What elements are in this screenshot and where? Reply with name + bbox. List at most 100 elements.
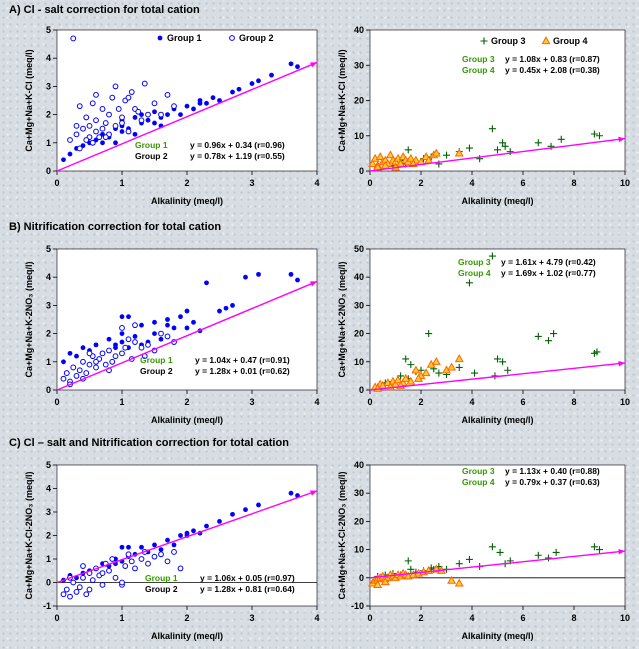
data-point [217,309,222,314]
data-point [129,559,134,564]
data-point [123,345,128,350]
equation-series-label: Group 2 [145,584,178,594]
x-tick-label: 4 [314,397,319,407]
x-tick-label: 4 [469,613,474,623]
data-point [74,123,79,128]
data-point [159,112,164,117]
x-tick-label: 2 [418,178,423,188]
y-tick-label: 30 [354,60,364,70]
data-point [68,594,73,599]
x-tick-label: 6 [520,613,525,623]
y-tick-label: 20 [354,96,364,106]
data-point [100,107,105,112]
x-tick-label: 10 [620,178,630,188]
x-tick-label: 2 [184,613,189,623]
data-point [198,101,203,106]
data-point [68,152,73,157]
x-tick-label: 1 [119,178,124,188]
y-tick-label: 4 [46,484,51,494]
data-point [120,545,125,550]
legend-label: Group 2 [239,33,274,43]
data-point [126,129,131,134]
equation-series-label: Group 3 [462,466,495,476]
y-tick-label: 30 [354,300,364,310]
data-point [81,126,86,131]
data-point [224,306,229,311]
y-tick-label: 0 [46,578,51,588]
x-tick-label: 4 [314,178,319,188]
data-point [133,132,138,137]
data-point [133,323,138,328]
data-point [90,101,95,106]
y-tick-label: 5 [46,460,51,470]
data-point [61,157,66,162]
x-tick-label: 8 [571,613,576,623]
data-point [87,351,92,356]
data-point [84,115,89,120]
y-tick-label: 2 [46,329,51,339]
data-point [87,587,92,592]
y-axis-label: Ca+Mg+Na+K-Cl (meq/l) [337,49,347,151]
data-point [61,376,66,381]
y-axis-label: Ca+Mg+Na+K-2NO₃ (meq/l) [24,262,34,378]
data-point [113,84,118,89]
y-axis-label: Ca+Mg+Na+K-Cl-2NO₃ (meq/l) [337,472,347,600]
data-point [133,334,138,339]
data-point [94,118,99,123]
data-point [152,109,157,114]
data-point [61,359,66,364]
equation-text: y = 1.04x + 0.47 (r=0.91) [195,355,290,365]
data-point [68,351,73,356]
data-point [107,112,112,117]
data-point [230,303,235,308]
data-point [139,345,144,350]
equation-series-label: Group 1 [135,140,168,150]
data-point [103,135,108,140]
data-point [146,118,151,123]
data-point [230,512,235,517]
data-point [123,564,128,569]
data-point [133,115,138,120]
equation-series-label: Group 1 [140,355,173,365]
equation-text: y = 0.79x + 0.37 (r=0.63) [505,477,600,487]
data-point [87,123,92,128]
data-point [178,314,183,319]
x-tick-label: 2 [418,613,423,623]
data-point [71,36,76,41]
y-axis-label: Ca+Mg+Na+K-Cl-2NO₃ (meq/l) [24,472,34,600]
data-point [256,78,261,83]
data-point [217,519,222,524]
data-point [191,528,196,533]
data-point [103,362,108,367]
equation-series-label: Group 2 [140,366,173,376]
data-point [256,272,261,277]
data-point [250,81,255,86]
data-point [90,578,95,583]
equation-text: y = 1.08x + 0.83 (r=0.87) [505,54,600,64]
data-point [185,104,190,109]
data-point [74,374,79,379]
x-axis-label: Alkalinity (meq/l) [461,415,533,425]
chart-A-right: 0 10 20 30 40 0 2 4 6 8 10 Alkalinity (meq/l) Ca+Mg+… [337,25,630,206]
y-tick-label: 3 [46,81,51,91]
data-point [295,64,300,69]
equation-series-label: Group 4 [462,477,495,487]
equation-text: y = 0.78x + 1.19 (r=0.55) [190,151,285,161]
equation-series-label: Group 1 [145,573,178,583]
data-point [68,138,73,143]
x-axis-label: Alkalinity (meq/l) [151,631,223,641]
data-point [152,554,157,559]
data-point [81,345,86,350]
data-point [146,112,151,117]
x-tick-label: 0 [367,613,372,623]
y-tick-label: 0 [46,166,51,176]
y-tick-label: 10 [354,357,364,367]
data-point [289,491,294,496]
y-axis-label: Ca+Mg+Na+K-2NO₃ (meq/l) [337,262,347,378]
data-point [295,278,300,283]
data-point [159,547,164,552]
y-tick-label: 40 [354,272,364,282]
data-point [139,118,144,123]
